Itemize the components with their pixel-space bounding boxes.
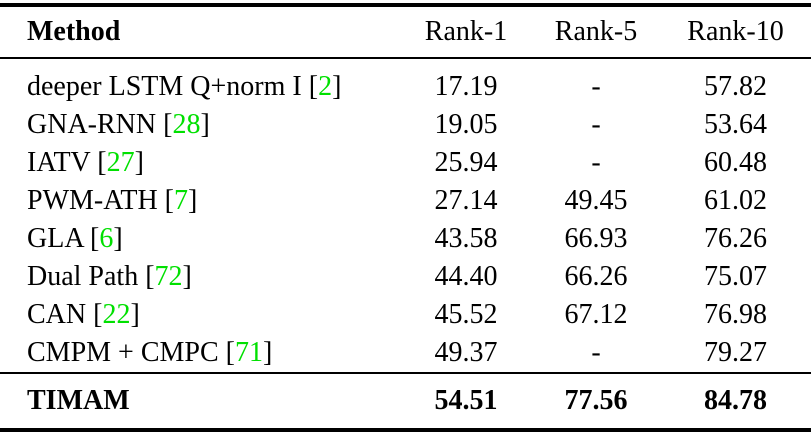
rank5-value: 77.56: [564, 385, 628, 416]
rank5-value: 49.45: [564, 185, 628, 216]
citation-number: 28: [172, 109, 201, 140]
header-row: Method Rank-1 Rank-5 Rank-10: [0, 7, 811, 57]
citation-number: 71: [234, 337, 263, 368]
method-name: Dual Path: [27, 261, 139, 292]
method-name: IATV: [27, 147, 91, 178]
rank1-value: 19.05: [434, 109, 498, 140]
table-row: CMPM + CMPC [71] 49.37 - 79.27: [0, 334, 811, 372]
citation-link[interactable]: [71]: [225, 337, 273, 368]
rank5-value: -: [591, 109, 601, 140]
method-name: CAN: [27, 299, 87, 330]
rank1-value: 17.19: [434, 71, 498, 102]
rank5-value: 66.26: [564, 261, 628, 292]
citation-number: 27: [106, 147, 135, 178]
footer-separator-rule: [0, 372, 811, 374]
rank5-value: -: [591, 337, 601, 368]
rank1-value: 45.52: [434, 299, 498, 330]
rank10-value: 79.27: [704, 337, 767, 368]
citation-link[interactable]: [2]: [308, 71, 342, 102]
citation-link[interactable]: [7]: [164, 185, 198, 216]
method-name: deeper LSTM Q+norm I: [27, 71, 302, 102]
rank1-value: 27.14: [434, 185, 498, 216]
bottom-rule: [0, 428, 811, 432]
table-body: deeper LSTM Q+norm I [2] 17.19 - 57.82 G…: [0, 59, 811, 372]
rank5-value: -: [591, 71, 601, 102]
method-cell: IATV [27]: [0, 147, 400, 179]
footer-row: TIMAM 54.51 77.56 84.78: [0, 374, 811, 428]
rank1-value: 25.94: [434, 147, 498, 178]
table-row: CAN [22] 45.52 67.12 76.98: [0, 296, 811, 334]
citation-number: 7: [174, 185, 188, 216]
method-name: CMPM + CMPC: [27, 337, 219, 368]
method-cell: CAN [22]: [0, 299, 400, 331]
rank5-value: -: [591, 147, 601, 178]
method-cell: deeper LSTM Q+norm I [2]: [0, 71, 400, 103]
method-name: GLA: [27, 223, 83, 254]
rank1-value: 44.40: [434, 261, 498, 292]
citation-number: 72: [154, 261, 183, 292]
citation-link[interactable]: [28]: [163, 109, 210, 140]
table-row: PWM-ATH [7] 27.14 49.45 61.02: [0, 182, 811, 220]
table-row: Dual Path [72] 44.40 66.26 75.07: [0, 258, 811, 296]
method-name: PWM-ATH: [27, 185, 158, 216]
rank1-value: 49.37: [434, 337, 498, 368]
method-cell: GNA-RNN [28]: [0, 109, 400, 141]
header-rank1: Rank-1: [424, 16, 508, 47]
rank1-value: 43.58: [434, 223, 498, 254]
method-cell: GLA [6]: [0, 223, 400, 255]
table-row: GLA [6] 43.58 66.93 76.26: [0, 220, 811, 258]
rank5-value: 66.93: [564, 223, 628, 254]
citation-link[interactable]: [72]: [145, 261, 192, 292]
top-rule: [0, 3, 811, 7]
method-cell: CMPM + CMPC [71]: [0, 337, 400, 369]
citation-link[interactable]: [27]: [97, 147, 144, 178]
rank10-value: 57.82: [704, 71, 767, 102]
rank5-value: 67.12: [564, 299, 628, 330]
header-method: Method: [27, 16, 121, 47]
rank10-value: 84.78: [704, 385, 767, 416]
citation-number: 22: [102, 299, 131, 330]
rank1-value: 54.51: [434, 385, 498, 416]
method-cell: Dual Path [72]: [0, 261, 400, 293]
table-row: GNA-RNN [28] 19.05 - 53.64: [0, 106, 811, 144]
method-cell: TIMAM: [27, 385, 130, 416]
rank10-value: 75.07: [704, 261, 767, 292]
rank10-value: 60.48: [704, 147, 767, 178]
header-rank10: Rank-10: [687, 16, 784, 47]
citation-number: 2: [318, 71, 333, 102]
method-cell: PWM-ATH [7]: [0, 185, 400, 217]
method-name: GNA-RNN: [27, 109, 157, 140]
rank10-value: 76.98: [704, 299, 767, 330]
table-row: deeper LSTM Q+norm I [2] 17.19 - 57.82: [0, 68, 811, 106]
citation-link[interactable]: [6]: [90, 223, 123, 254]
rank10-value: 76.26: [704, 223, 767, 254]
header-separator-rule: [0, 57, 811, 59]
rank10-value: 53.64: [704, 109, 767, 140]
citation-number: 6: [99, 223, 114, 254]
rank10-value: 61.02: [704, 185, 767, 216]
citation-link[interactable]: [22]: [93, 299, 140, 330]
header-rank5: Rank-5: [554, 16, 638, 47]
table-row: IATV [27] 25.94 - 60.48: [0, 144, 811, 182]
